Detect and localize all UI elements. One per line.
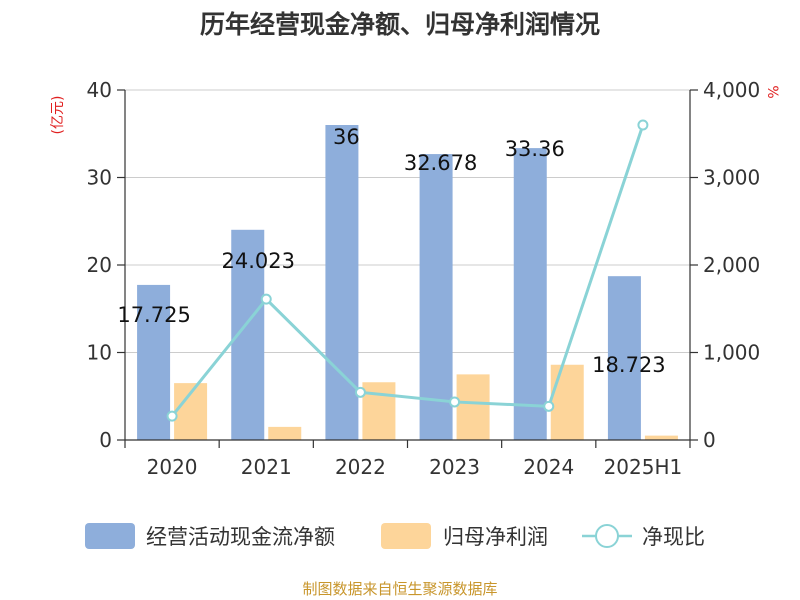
data-label-cash-flow: 36: [333, 125, 360, 149]
source-note: 制图数据来自恒生聚源数据库: [302, 580, 497, 598]
bar-operating-cash-flow: [513, 148, 547, 440]
bar-operating-cash-flow: [137, 284, 171, 440]
data-label-cash-flow: 18.723: [592, 353, 665, 377]
bar-net-profit: [268, 426, 302, 440]
right-axis-tick: 4,000: [703, 78, 760, 102]
left-axis-tick: 10: [87, 341, 112, 365]
ratio-point: [543, 400, 555, 412]
legend-label-cash-flow: 经营活动现金流净额: [146, 525, 335, 549]
left-axis-tick: 40: [87, 78, 112, 102]
chart-title: 历年经营现金净额、归母净利润情况: [200, 10, 600, 39]
data-label-cash-flow: 17.725: [117, 303, 190, 327]
data-label-cash-flow: 24.023: [222, 249, 295, 273]
bar-operating-cash-flow: [325, 125, 359, 440]
right-axis-tick: 3,000: [703, 166, 760, 190]
x-axis-tick: 2022: [335, 455, 386, 479]
data-label-cash-flow: 32.678: [404, 151, 477, 175]
legend-label-net-profit: 归母净利润: [443, 525, 548, 549]
bars: [137, 125, 678, 440]
bar-net-profit: [362, 382, 396, 440]
ratio-point: [449, 396, 461, 408]
bar-operating-cash-flow: [419, 154, 453, 440]
ratio-line-path: [170, 124, 645, 418]
data-labels: 17.725 24.023 36 32.678 33.36 18.723: [117, 125, 665, 377]
left-axis-tick: 30: [87, 166, 112, 190]
legend-swatch-cash-flow: [85, 523, 135, 549]
left-axis-tick: 20: [87, 253, 112, 277]
left-axis-tick: 0: [99, 428, 112, 452]
bar-net-profit: [456, 374, 490, 440]
x-axis-tick: 2025H1: [604, 455, 683, 479]
right-axis-tick: 0: [703, 428, 716, 452]
bar-net-profit: [550, 364, 584, 440]
ratio-point: [260, 293, 272, 305]
gridlines: [125, 89, 690, 353]
data-label-cash-flow: 33.36: [505, 137, 565, 161]
axes: 0 10 20 30 40 0 1,000 2,000 3,000 4,000 2020 2021 20…: [87, 78, 761, 479]
right-axis-tick: 2,000: [703, 253, 760, 277]
ratio-point: [637, 119, 649, 131]
left-axis-unit: (亿元): [50, 96, 66, 135]
bar-net-profit: [644, 435, 678, 440]
legend-label-ratio: 净现比: [642, 525, 705, 549]
ratio-point: [354, 386, 366, 398]
ratio-point: [166, 410, 178, 422]
legend: 经营活动现金流净额 归母净利润 净现比: [85, 523, 705, 549]
x-axis-tick: 2021: [241, 455, 292, 479]
ratio-line: [166, 119, 649, 422]
x-axis-tick: 2024: [523, 455, 574, 479]
legend-marker-ratio: [595, 524, 619, 548]
legend-swatch-net-profit: [381, 523, 431, 549]
right-axis-tick: 1,000: [703, 341, 760, 365]
bar-operating-cash-flow: [607, 276, 641, 440]
right-axis-unit: %: [764, 85, 780, 98]
x-axis-tick: 2020: [147, 455, 198, 479]
x-axis-tick: 2023: [429, 455, 480, 479]
